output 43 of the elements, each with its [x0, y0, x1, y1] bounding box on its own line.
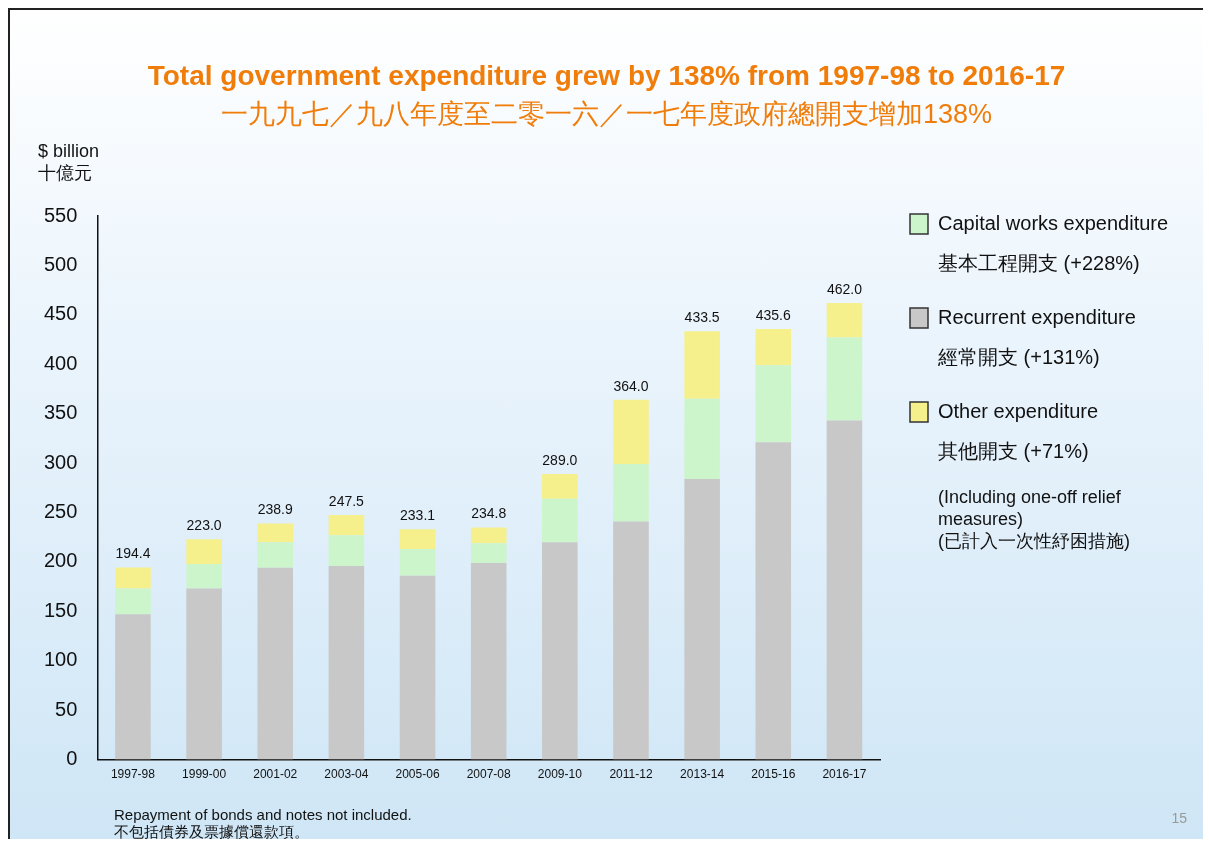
text: (Including one-off relief measures) (已計入一次性紓困措施)	[938, 486, 1130, 551]
total-label: 233.1	[400, 507, 436, 524]
y-tick-label: 50	[55, 697, 78, 720]
x-tick-label: 2011-12	[609, 767, 653, 782]
y-tick-label: 200	[43, 549, 78, 572]
x-tick-label: 2005-06	[395, 767, 440, 782]
total-label: 289.0	[542, 451, 578, 468]
x-tick-label: 2001-02	[253, 767, 298, 782]
x-tick-label: 2009-10	[537, 767, 583, 782]
y-tick-label: 0	[66, 747, 78, 770]
y-tick-label: 550	[43, 203, 78, 226]
total-label: 238.9	[257, 501, 293, 518]
legend-label: Recurrent expenditure 經常開支 (+131%)	[937, 305, 1136, 368]
y-tick-label: 450	[43, 302, 78, 325]
y-tick-label: 150	[43, 598, 78, 621]
x-tick-label: 2007-08	[466, 767, 512, 782]
x-tick-label: 2016-17	[822, 767, 867, 782]
total-label: 223.0	[186, 517, 222, 534]
total-label: 462.0	[826, 280, 863, 297]
x-tick-label: 1999-00	[182, 767, 227, 782]
total-label: 234.8	[471, 505, 507, 522]
y-tick-label: 400	[43, 351, 78, 374]
legend-label: Capital works expenditure 基本工程開支 (+228%)	[938, 211, 1169, 274]
total-label: 433.5	[684, 309, 720, 325]
y-axis-title: $ billion 十億元	[38, 140, 100, 184]
chart-title: Total government expenditure grew by 138% from 1997-98 to 2016-17	[146, 60, 1067, 92]
x-tick-label: 2013-14	[680, 767, 725, 782]
y-tick-label: 100	[43, 648, 78, 671]
chart-subtitle: 一九九七／九八年度至二零一六／一七年度政府總開支增加138%	[219, 98, 994, 131]
total-label: 194.4	[115, 545, 151, 562]
legend-label: Other expenditure 其他開支 (+71%)	[938, 399, 1099, 462]
x-tick-label: 2015-16	[751, 767, 796, 782]
x-tick-label: 2003-04	[324, 767, 369, 782]
y-tick-label: 350	[43, 401, 78, 424]
total-label: 435.6	[755, 306, 791, 323]
x-tick-label: 1997-98	[110, 767, 156, 782]
total-label: 364.0	[613, 377, 649, 394]
y-tick-label: 500	[43, 252, 78, 275]
total-label: 247.5	[328, 492, 365, 509]
y-tick-label: 250	[43, 500, 78, 523]
y-tick-label: 300	[43, 450, 78, 473]
text: Repayment of bonds and notes not included. 不包括債券及票據償還款項。	[114, 806, 412, 840]
text: 15	[1171, 810, 1187, 826]
